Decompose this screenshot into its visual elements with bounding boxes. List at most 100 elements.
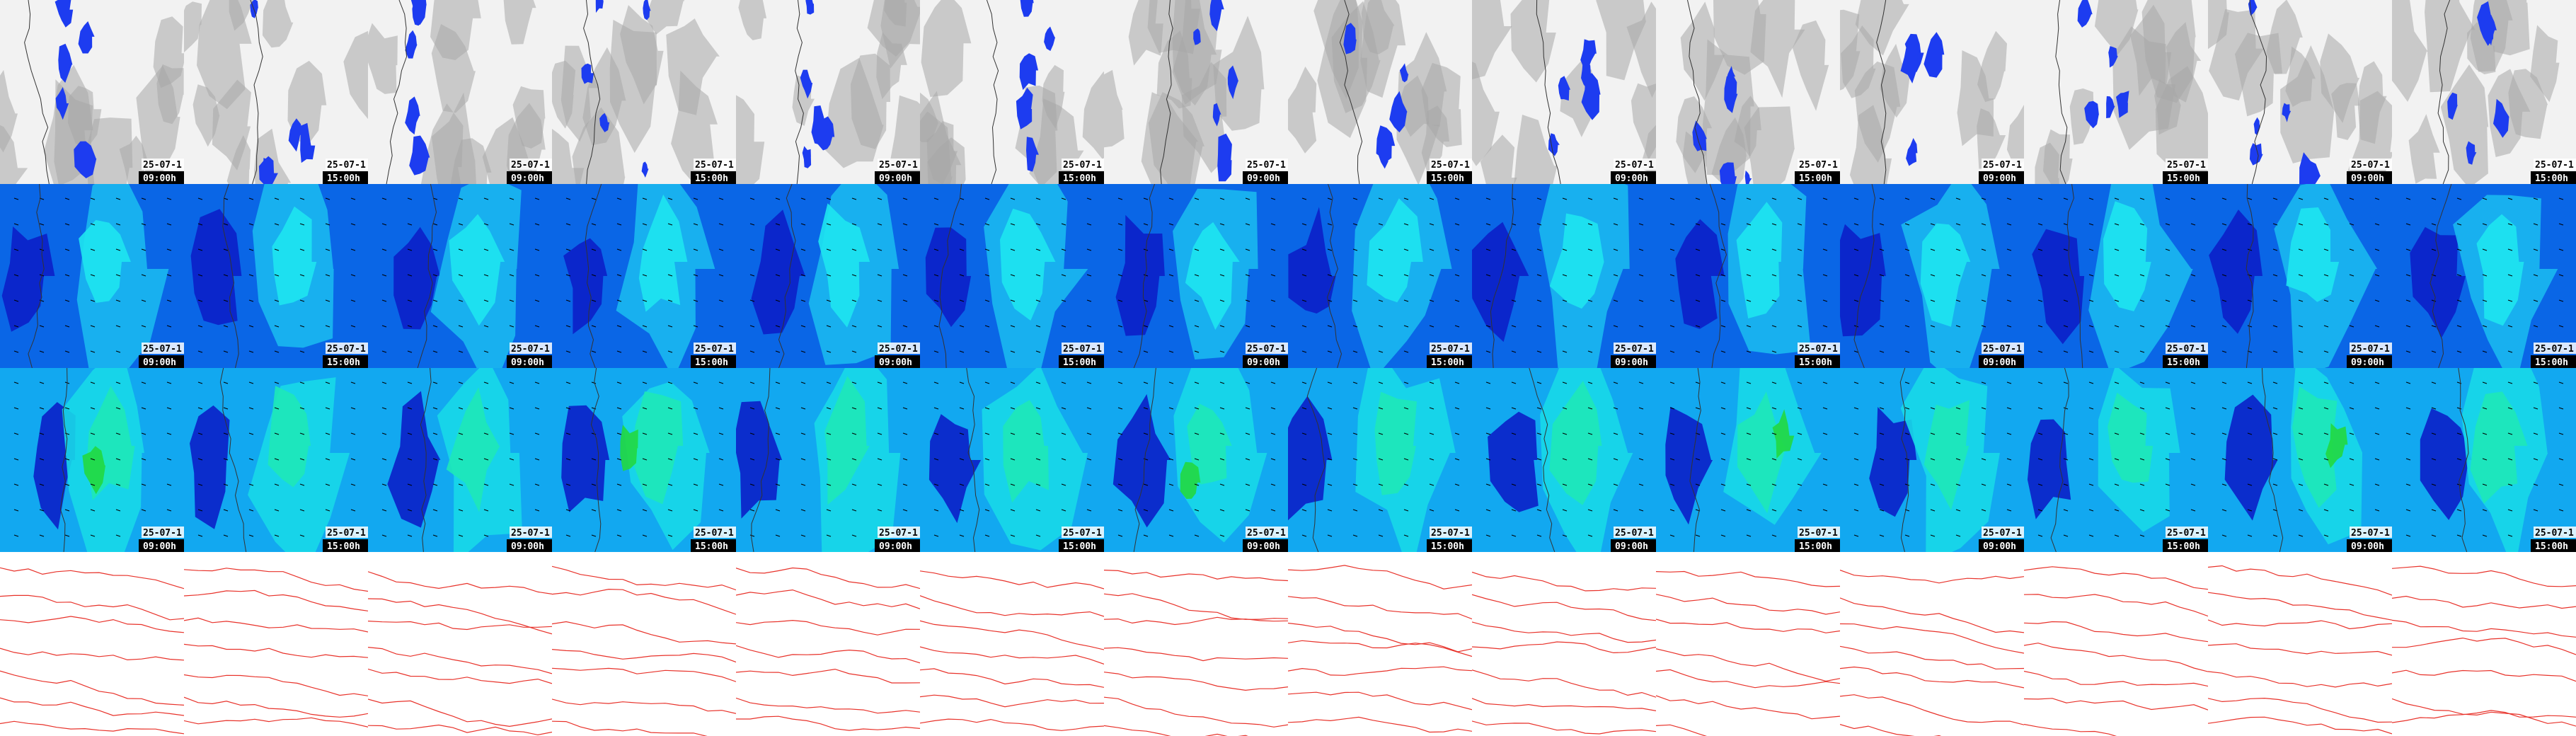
wind-barb [1955, 197, 1961, 200]
isobar [2208, 643, 2392, 656]
wind-barb [407, 458, 413, 461]
wind-barb [1035, 350, 1041, 353]
wind-barb [984, 509, 990, 512]
wind-barb [800, 248, 806, 251]
wind-barb [2272, 325, 2278, 328]
field-blob [1472, 0, 1512, 80]
wind-barb [1086, 299, 1092, 302]
wind-barb [851, 432, 857, 435]
wind-barb [2114, 407, 2120, 410]
coastline [1689, 368, 1701, 552]
wind-barb [509, 274, 514, 277]
time-label: 09:00h [143, 357, 176, 368]
wind-barb [350, 197, 356, 200]
date-box [1062, 527, 1104, 538]
wind-barb [1511, 407, 1517, 410]
wind-barb [115, 350, 121, 353]
wind-barb [2374, 509, 2380, 512]
time-box [323, 355, 368, 368]
wind-barb [1879, 325, 1885, 328]
wind-barb [718, 381, 724, 384]
wind-barb [591, 274, 597, 277]
date-label: 25-07-1 [695, 160, 734, 171]
time-label: 09:00h [879, 357, 912, 368]
wind-barb [1429, 458, 1434, 461]
wind-barb [2139, 534, 2145, 537]
wind-barb [2114, 325, 2120, 328]
wind-barb [933, 483, 939, 486]
wind-barb [1485, 223, 1491, 226]
tile-content [1840, 0, 2024, 184]
isobar [1656, 669, 1840, 689]
wind-barb [718, 223, 724, 226]
wind-barb [1485, 458, 1491, 461]
wind-barb [2349, 458, 2354, 461]
wind-barb [1955, 248, 1961, 251]
wind-barb [1797, 458, 1802, 461]
wind-barb [1301, 223, 1307, 226]
wind-barb [800, 223, 806, 226]
time-label: 09:00h [1247, 173, 1280, 184]
map-tile [0, 552, 184, 736]
wind-barb [274, 197, 280, 200]
map-tile: 25-07-115:00h [1288, 0, 1472, 184]
wind-barb [1143, 299, 1149, 302]
wind-barb [826, 534, 832, 537]
wind-barb [1981, 325, 1986, 328]
wind-barb [1117, 299, 1123, 302]
wind-barb [2221, 350, 2227, 353]
wind-barb [2507, 325, 2513, 328]
wind-barb [1879, 381, 1885, 384]
isobar [1656, 570, 1840, 587]
wind-barb [2114, 432, 2120, 435]
map-tile: 25-07-109:00h [1472, 368, 1656, 552]
wind-barb [1853, 197, 1859, 200]
wind-barb [350, 381, 356, 384]
wind-barb [851, 534, 857, 537]
wind-barb [534, 223, 540, 226]
wind-barb [1797, 274, 1802, 277]
coastline [778, 184, 796, 368]
map-tile: 25-07-109:00h [1104, 184, 1288, 368]
wind-barb [1562, 274, 1568, 277]
time-label: 15:00h [695, 541, 728, 552]
date-label: 25-07-1 [879, 344, 918, 355]
wind-barb [299, 534, 305, 537]
field-blob [1680, 1, 1725, 101]
wind-barb [959, 509, 965, 512]
wind-barb [1955, 509, 1961, 512]
wind-barb [775, 509, 781, 512]
field-blob [1744, 106, 1795, 184]
field-blob [268, 386, 311, 488]
wind-barb [1403, 432, 1409, 435]
field-blob [1924, 400, 1970, 510]
wind-barb [1955, 350, 1961, 353]
wind-barb [1981, 381, 1986, 384]
wind-barb [775, 483, 781, 486]
wind-barb [693, 432, 698, 435]
time-box [323, 539, 368, 552]
wind-barb [902, 274, 908, 277]
wind-barb [1168, 407, 1174, 410]
wind-barb [1219, 407, 1225, 410]
field-blob [393, 226, 440, 330]
wind-barb [2063, 407, 2069, 410]
wind-barb [718, 407, 724, 410]
wind-barb [2037, 248, 2043, 251]
wind-barb [274, 325, 280, 328]
wind-barb [1562, 197, 1568, 200]
wind-barb [1454, 432, 1460, 435]
wind-barb [1562, 483, 1568, 486]
wind-barb [2221, 458, 2227, 461]
wind-barb [197, 248, 203, 251]
wind-barb [591, 432, 597, 435]
field-blob [192, 84, 220, 147]
coastline [1160, 0, 1173, 184]
wind-barb [1245, 407, 1250, 410]
date-box [2166, 343, 2208, 354]
field-blob [2476, 214, 2524, 326]
wind-barb [1327, 197, 1333, 200]
wind-barb [1746, 534, 1752, 537]
wind-barb [1219, 381, 1225, 384]
